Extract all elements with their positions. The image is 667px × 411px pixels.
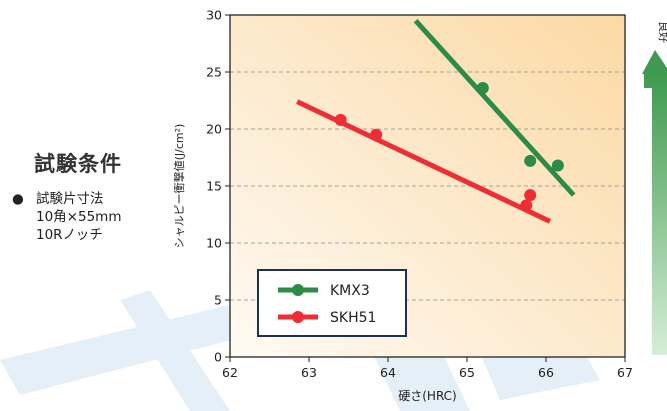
conditions-item: 10Rノッチ — [36, 227, 103, 243]
x-tick-label: 67 — [617, 365, 633, 380]
arrow-label: 良好 — [657, 21, 667, 43]
x-axis: 62 63 64 65 66 67 — [222, 357, 633, 380]
series-layer — [296, 19, 576, 224]
y-tick-label: 20 — [206, 122, 222, 137]
legend-label: SKH51 — [330, 310, 376, 326]
data-point — [334, 113, 347, 126]
y-tick-label: 5 — [214, 293, 222, 308]
series-kmx3 — [413, 19, 576, 197]
data-point — [524, 189, 537, 202]
data-point — [476, 81, 489, 94]
legend-box — [257, 269, 407, 337]
legend: KMX3 SKH51 — [257, 269, 407, 337]
better-arrow: 良好 — [642, 21, 667, 355]
x-tick-label: 64 — [380, 365, 396, 380]
legend-swatch-marker — [292, 311, 304, 323]
x-tick-label: 62 — [222, 365, 238, 380]
y-axis-label: シャルピー衝撃値(J/cm²) — [172, 124, 186, 249]
arrow-head — [642, 50, 667, 74]
y-tick-label: 25 — [206, 65, 222, 80]
conditions-title: 試験条件 — [34, 152, 122, 176]
trend-line-kmx3 — [413, 19, 576, 197]
series-skh51 — [296, 99, 552, 224]
conditions-item-label: 試験片寸法 — [36, 191, 104, 207]
y-tick-label: 30 — [206, 8, 222, 23]
data-point — [551, 159, 564, 172]
y-tick-label: 0 — [214, 350, 222, 365]
x-axis-label: 硬さ(HRC) — [398, 389, 457, 403]
legend-swatch-marker — [292, 284, 304, 296]
data-point — [520, 199, 533, 212]
bullet-icon: ● — [12, 191, 24, 207]
data-point — [524, 154, 537, 167]
x-tick-label: 66 — [538, 365, 554, 380]
conditions-item: ● 試験片寸法 — [12, 190, 121, 208]
conditions-item: 10角×55mm — [36, 209, 122, 225]
plot-frame — [229, 14, 626, 358]
x-tick-label: 65 — [459, 365, 475, 380]
y-tick-label: 10 — [206, 236, 222, 251]
legend-label: KMX3 — [330, 283, 370, 299]
conditions-list: ● 試験片寸法 10角×55mm 10Rノッチ — [12, 190, 121, 244]
up-arrow-icon — [644, 74, 667, 355]
y-tick-label: 15 — [206, 179, 222, 194]
data-point — [370, 128, 383, 141]
x-tick-label: 63 — [301, 365, 317, 380]
y-axis: 0 5 10 15 20 25 30 — [206, 8, 230, 365]
